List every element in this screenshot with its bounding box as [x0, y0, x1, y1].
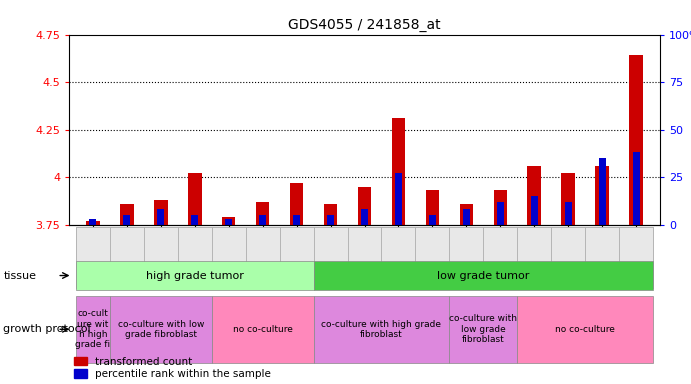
Bar — [327, 215, 334, 225]
Bar — [256, 202, 269, 225]
Bar — [324, 204, 337, 225]
Bar — [633, 152, 640, 225]
Text: co-cult
ure wit
h high
grade fi: co-cult ure wit h high grade fi — [75, 309, 111, 349]
Bar — [225, 219, 232, 225]
Bar — [527, 166, 541, 225]
Bar — [290, 183, 303, 225]
Bar — [120, 204, 133, 225]
Bar — [86, 221, 100, 225]
Bar — [429, 215, 436, 225]
Bar — [158, 209, 164, 225]
Text: high grade tumor: high grade tumor — [146, 270, 244, 281]
Text: co-culture with high grade
fibroblast: co-culture with high grade fibroblast — [321, 319, 442, 339]
Bar — [460, 204, 473, 225]
Bar — [596, 166, 609, 225]
Bar — [124, 215, 130, 225]
Bar — [392, 118, 405, 225]
Bar — [259, 215, 266, 225]
Bar — [493, 190, 507, 225]
Bar — [463, 209, 470, 225]
Text: low grade tumor: low grade tumor — [437, 270, 529, 281]
Title: GDS4055 / 241858_at: GDS4055 / 241858_at — [288, 18, 441, 32]
Bar — [89, 219, 96, 225]
Bar — [361, 209, 368, 225]
Bar — [188, 173, 202, 225]
Bar — [395, 173, 402, 225]
Text: growth protocol: growth protocol — [3, 324, 91, 334]
Bar — [222, 217, 236, 225]
Text: tissue: tissue — [3, 270, 37, 281]
Bar — [191, 215, 198, 225]
Text: no co-culture: no co-culture — [556, 325, 615, 334]
Text: no co-culture: no co-culture — [233, 325, 292, 334]
Bar — [599, 158, 605, 225]
Bar — [358, 187, 371, 225]
Bar — [154, 200, 167, 225]
Text: co-culture with low
grade fibroblast: co-culture with low grade fibroblast — [117, 319, 204, 339]
Bar — [565, 202, 571, 225]
Bar — [293, 215, 300, 225]
Bar — [561, 173, 575, 225]
Bar — [531, 196, 538, 225]
Bar — [497, 202, 504, 225]
Bar — [630, 55, 643, 225]
Legend: transformed count, percentile rank within the sample: transformed count, percentile rank withi… — [75, 357, 271, 379]
Text: co-culture with
low grade
fibroblast: co-culture with low grade fibroblast — [449, 314, 518, 344]
Bar — [426, 190, 439, 225]
